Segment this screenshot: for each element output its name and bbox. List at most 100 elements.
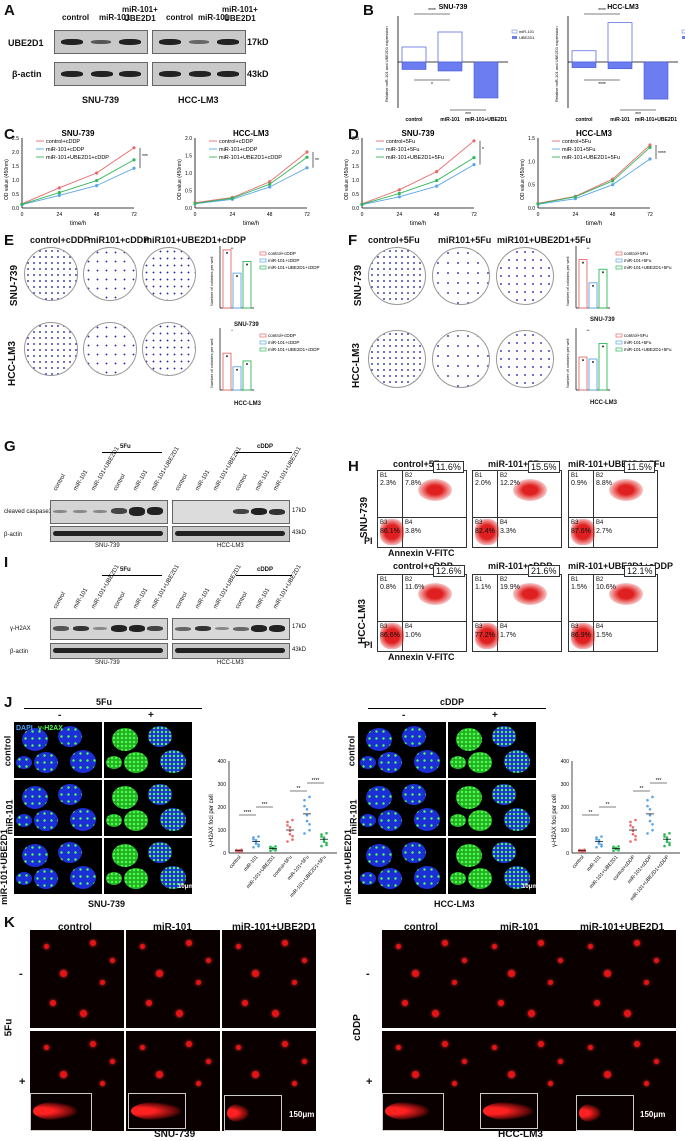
nucleus bbox=[414, 866, 440, 889]
header: miR101+5Fu bbox=[438, 235, 492, 245]
quad-value: 77.2% bbox=[475, 632, 495, 639]
y-axis-label: Number of colonies per well bbox=[209, 339, 214, 388]
lane-label: control bbox=[52, 591, 68, 610]
comet-head bbox=[196, 1081, 201, 1086]
comet-image bbox=[30, 930, 124, 1028]
quad-label: B2 bbox=[596, 473, 604, 479]
nucleus bbox=[456, 844, 482, 867]
row-label-ube2d1: UBE2D1 bbox=[8, 38, 44, 48]
data-point bbox=[286, 840, 289, 843]
comet-head bbox=[452, 980, 457, 985]
y-axis-label: OD value (450nm) bbox=[177, 159, 183, 200]
lane-label: control bbox=[52, 473, 68, 492]
bar-ube2d1 bbox=[437, 61, 463, 72]
sig-label: *** bbox=[465, 112, 471, 118]
legend-swatch bbox=[615, 340, 623, 345]
row-label: γ-H2AX bbox=[10, 626, 31, 632]
colony-bar bbox=[222, 249, 232, 309]
data-point bbox=[320, 844, 323, 848]
data-point bbox=[536, 202, 540, 206]
data-point bbox=[472, 139, 476, 143]
quadrant-line-h bbox=[569, 517, 657, 518]
cell-cluster bbox=[571, 623, 595, 649]
data-point bbox=[629, 824, 632, 827]
nucleus bbox=[468, 752, 492, 773]
legend-swatch bbox=[259, 347, 267, 352]
data-point bbox=[325, 843, 328, 847]
data-point bbox=[611, 183, 615, 187]
comet-head bbox=[442, 940, 448, 946]
lane-label: miR-101 bbox=[254, 587, 272, 610]
sig-label: *** bbox=[635, 112, 641, 118]
comet-tail bbox=[227, 1104, 249, 1122]
cell-label: SNU-739 bbox=[154, 1129, 196, 1140]
y-tick-label: 100 bbox=[561, 828, 570, 834]
comet-head bbox=[452, 1081, 457, 1086]
comet-head bbox=[236, 1045, 241, 1050]
quad-value: 1.5% bbox=[571, 584, 587, 591]
comet-head bbox=[528, 1010, 535, 1017]
panel-label-i: I bbox=[4, 554, 9, 571]
nucleus bbox=[504, 866, 530, 889]
comet-head bbox=[50, 1000, 56, 1006]
nucleus bbox=[70, 750, 96, 773]
comet-head bbox=[558, 1059, 563, 1064]
lane-label: miR-101+UBE2D1 bbox=[272, 564, 303, 610]
comet-inset bbox=[480, 1093, 538, 1129]
lane-label: control bbox=[174, 473, 190, 492]
quad-label: B1 bbox=[380, 577, 388, 583]
nucleus bbox=[378, 868, 402, 889]
data-point bbox=[252, 845, 255, 849]
flow-plot: B1 2.3% B2 7.8% B3 86.1% B4 3.8% bbox=[377, 470, 467, 548]
nucleus bbox=[124, 752, 148, 773]
y-tick-label: 0.0 bbox=[528, 206, 535, 212]
legend-label: miR-101+5Fu bbox=[386, 147, 419, 153]
comet-head bbox=[462, 1059, 467, 1064]
legend-label: miR-101+cDDP bbox=[219, 147, 258, 153]
micrograph bbox=[14, 780, 102, 836]
quadrant-line-h bbox=[473, 621, 561, 622]
legend-label: miR-101+5Fu bbox=[624, 258, 652, 263]
data-point bbox=[663, 844, 666, 848]
comet-head bbox=[44, 1045, 49, 1050]
category-label: control bbox=[571, 854, 585, 869]
series-line bbox=[21, 147, 135, 205]
nucleus bbox=[360, 872, 376, 885]
data-point bbox=[230, 196, 234, 200]
blot-h2ax-hcclm3 bbox=[172, 618, 290, 640]
cell-cluster bbox=[380, 519, 404, 545]
nucleus bbox=[468, 810, 492, 831]
data-point bbox=[360, 202, 364, 206]
data-point bbox=[634, 838, 637, 841]
data-point bbox=[303, 804, 306, 808]
sig-label: **** bbox=[598, 82, 606, 88]
cell-cluster bbox=[475, 623, 499, 649]
x-axis-label: time/h bbox=[243, 221, 259, 227]
data-point bbox=[600, 835, 603, 838]
lane-label: miR-101 bbox=[254, 469, 272, 492]
y-tick-label: 0 bbox=[566, 851, 569, 857]
quadrant-line-h bbox=[378, 621, 466, 622]
colony-bar-charts-f: Number of colonies per well control+5Fu mi… bbox=[565, 246, 672, 391]
series-line bbox=[361, 140, 475, 205]
nucleus bbox=[160, 808, 186, 831]
lane-label: miR-101 bbox=[132, 469, 150, 492]
comet-image bbox=[478, 930, 580, 1028]
comet-tail bbox=[579, 1104, 601, 1122]
data-point bbox=[132, 166, 136, 170]
blot-caspase-snu739 bbox=[50, 500, 168, 524]
foci-scatter-left: 0 100 200 300 400 γ-H2AX foci per cell control… bbox=[209, 759, 337, 899]
sign: + bbox=[366, 1076, 373, 1088]
legend-label: miR-101+UBE2D1+cDDP bbox=[46, 155, 109, 161]
data-point bbox=[646, 804, 649, 808]
nucleus bbox=[414, 808, 440, 831]
header: control+5Fu bbox=[368, 235, 420, 245]
quad-label: B4 bbox=[596, 520, 604, 526]
y-tick-label: 0.5 bbox=[352, 192, 359, 198]
scale-bar-label: 10μm bbox=[178, 884, 194, 890]
quad-value: 82.4% bbox=[475, 528, 495, 535]
nucleus bbox=[148, 784, 172, 805]
row-label: control bbox=[346, 735, 357, 767]
data-point bbox=[617, 845, 620, 848]
y-tick-label: 2.0 bbox=[12, 150, 19, 156]
